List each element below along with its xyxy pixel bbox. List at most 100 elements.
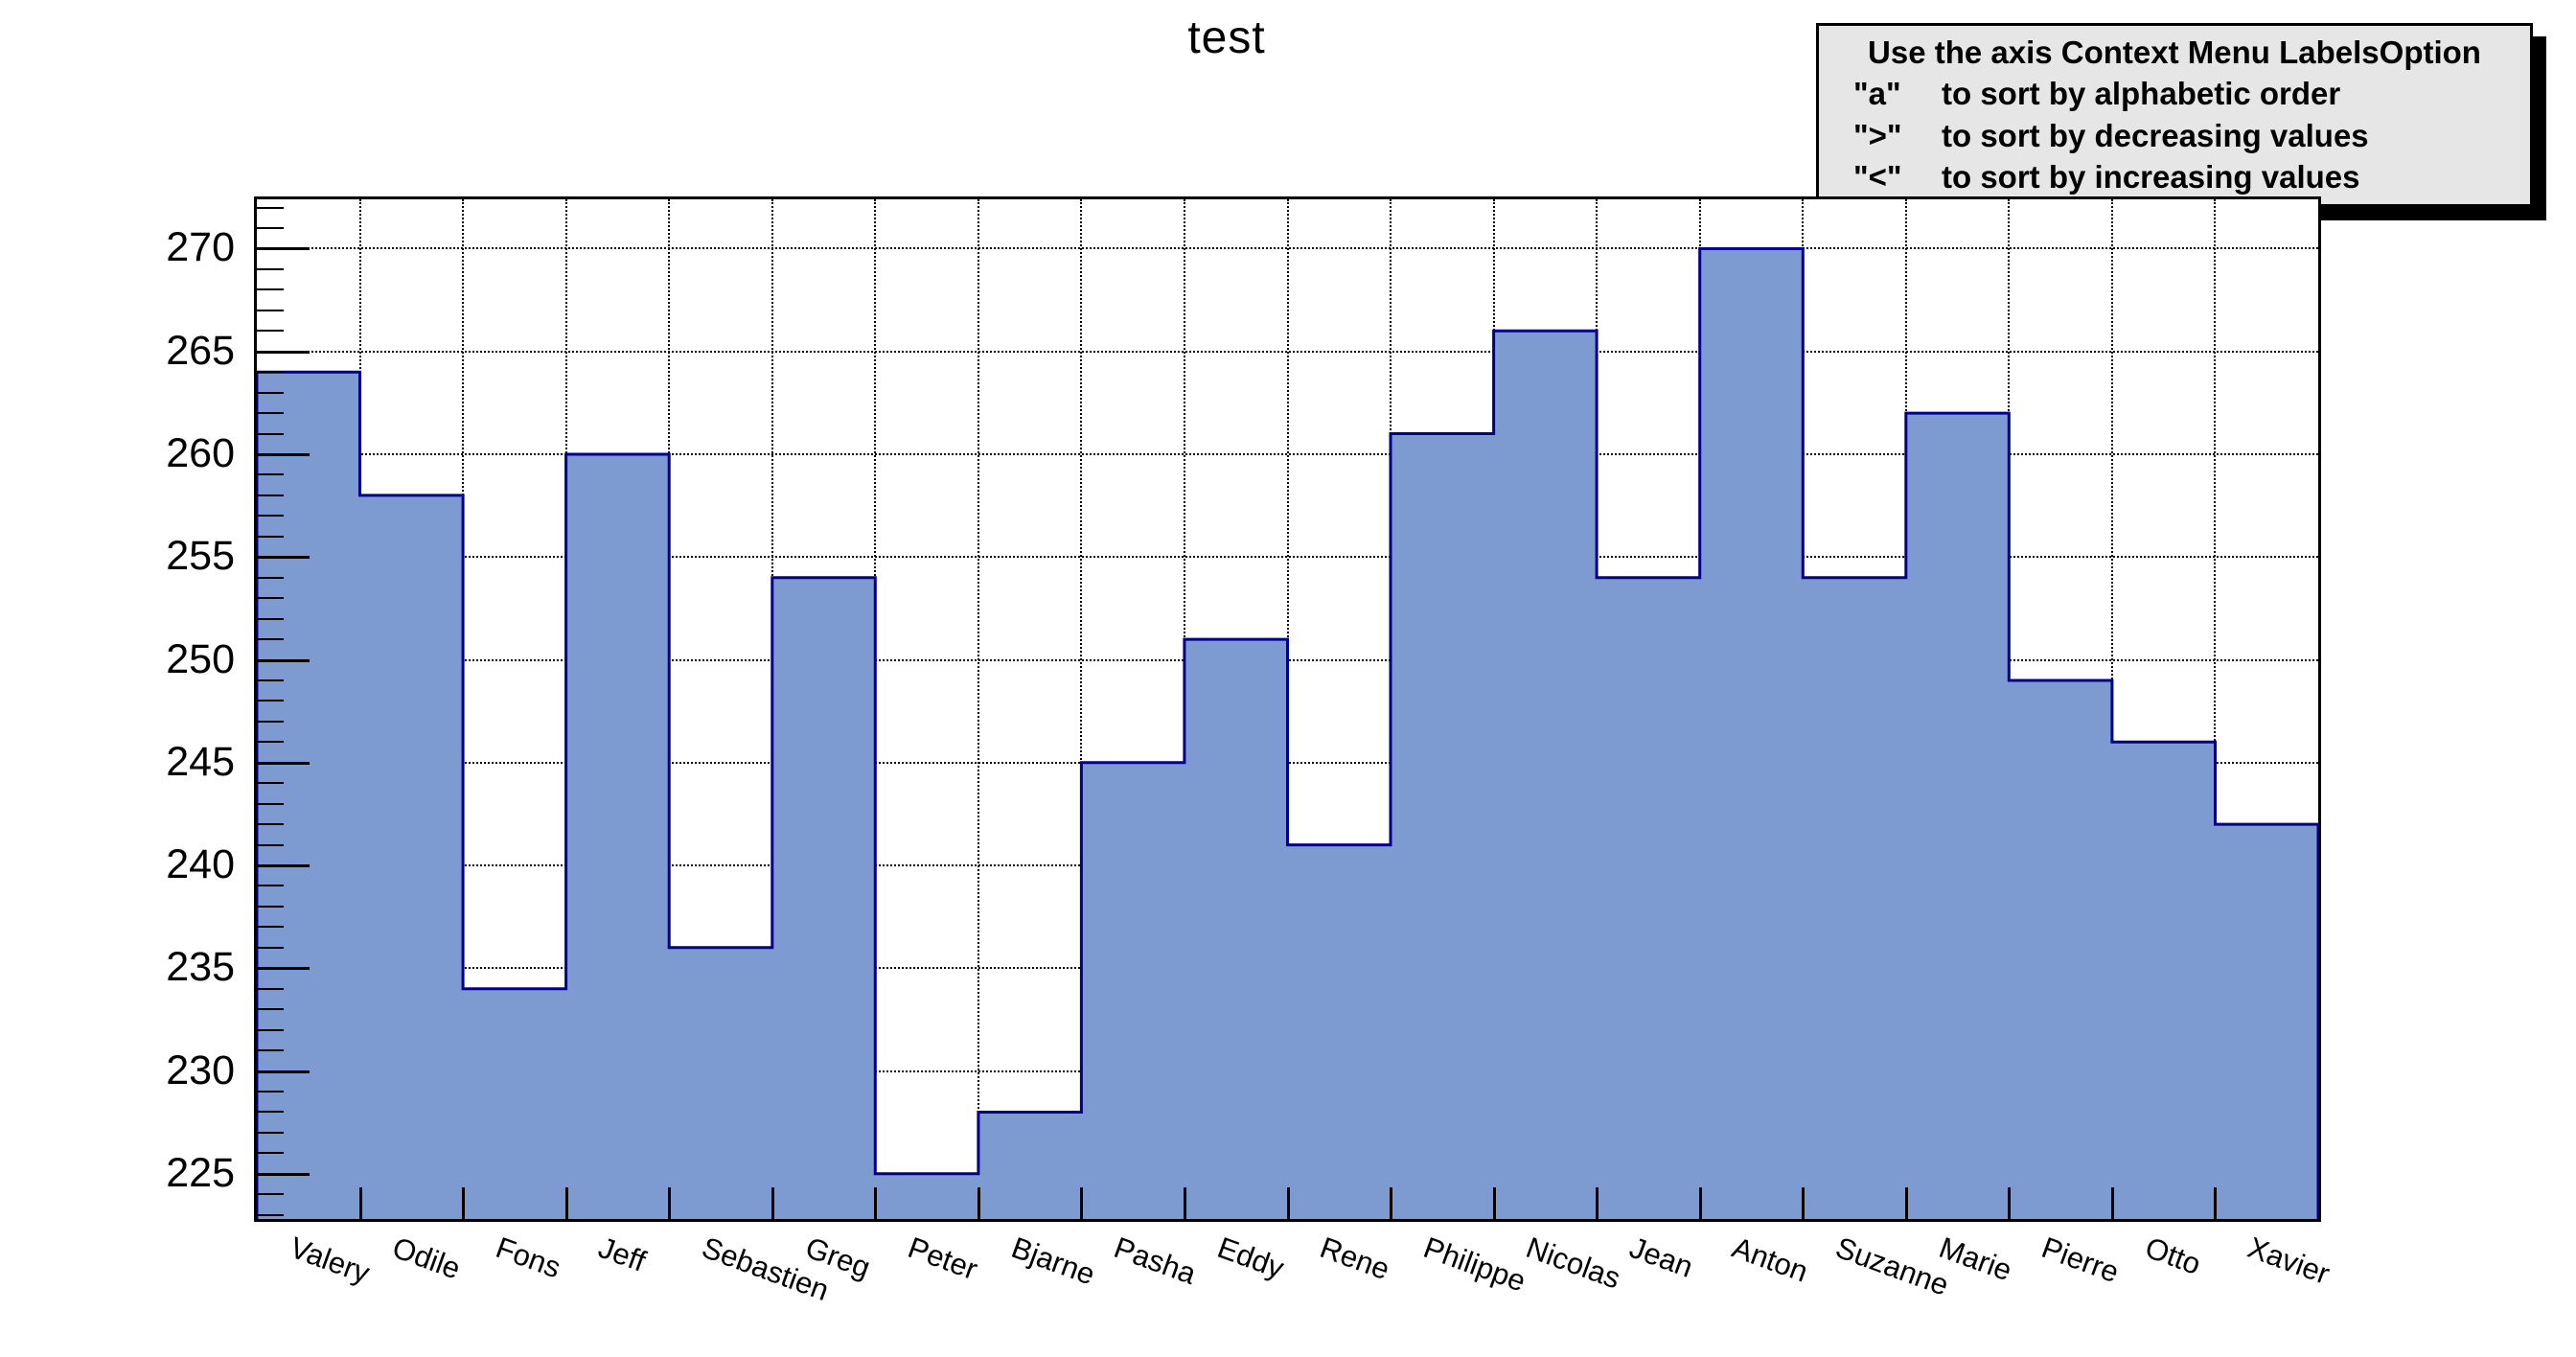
x-axis-label[interactable]: Rene	[1316, 1230, 1394, 1287]
y-major-tick	[257, 1070, 310, 1073]
x-bin-tick	[2214, 1187, 2218, 1219]
y-minor-tick	[257, 391, 284, 394]
x-bin-tick	[977, 1187, 980, 1219]
x-bin-tick	[874, 1187, 878, 1219]
legend-item-text: to sort by decreasing values	[1942, 117, 2369, 153]
x-axis-label[interactable]: Bjarne	[1006, 1230, 1099, 1292]
x-bin-tick	[2008, 1187, 2012, 1219]
gridline-horizontal	[257, 453, 2318, 455]
y-minor-tick	[257, 782, 284, 785]
x-axis-label[interactable]: Jeff	[594, 1230, 651, 1278]
y-minor-tick	[257, 741, 284, 744]
x-axis-label[interactable]: Pasha	[1110, 1230, 1201, 1291]
y-minor-tick	[257, 206, 284, 209]
gridline-vertical	[977, 199, 979, 1219]
legend-item: "a" to sort by alphabetic order	[1828, 76, 2520, 112]
x-axis-label[interactable]: Peter	[904, 1230, 982, 1287]
histogram[interactable]	[257, 199, 2318, 1219]
plot-frame[interactable]	[254, 196, 2321, 1222]
y-minor-tick	[257, 1008, 284, 1011]
x-bin-tick	[462, 1187, 466, 1219]
histogram-outline	[257, 247, 2318, 1219]
x-bin-tick	[770, 1187, 774, 1219]
x-axis-label[interactable]: Odile	[388, 1230, 466, 1286]
y-axis-label[interactable]: 225	[166, 1149, 235, 1196]
y-minor-tick	[257, 597, 284, 600]
y-minor-tick	[257, 617, 284, 620]
x-axis-label[interactable]: Valery	[285, 1230, 375, 1291]
legend-item: "<" to sort by increasing values	[1828, 159, 2520, 196]
x-axis-label[interactable]: Anton	[1728, 1230, 1813, 1289]
x-axis-label[interactable]: Otto	[2140, 1230, 2205, 1281]
x-bin-tick	[1286, 1187, 1290, 1219]
y-minor-tick	[257, 1049, 284, 1052]
y-minor-tick	[257, 885, 284, 887]
legend-title: Use the axis Context Menu LabelsOption	[1868, 34, 2481, 70]
y-minor-tick	[257, 1131, 284, 1134]
y-minor-tick	[257, 288, 284, 291]
y-major-tick	[257, 350, 310, 354]
y-major-tick	[257, 864, 310, 868]
x-bin-tick	[564, 1187, 568, 1219]
y-minor-tick	[257, 371, 284, 374]
x-axis-label[interactable]: Fons	[491, 1230, 565, 1285]
y-minor-tick	[257, 515, 284, 518]
y-minor-tick	[257, 700, 284, 702]
y-minor-tick	[257, 843, 284, 846]
y-axis-label[interactable]: 240	[166, 841, 235, 888]
y-axis-label[interactable]: 230	[166, 1046, 235, 1093]
legend-box[interactable]: Use the axis Context Menu LabelsOption "…	[1816, 23, 2533, 207]
y-major-tick	[257, 658, 310, 662]
x-bin-tick	[1183, 1187, 1186, 1219]
y-axis-label[interactable]: 270	[166, 224, 235, 271]
y-major-tick	[257, 453, 310, 456]
x-axis-label[interactable]: Suzanne	[1831, 1230, 1954, 1302]
y-minor-tick	[257, 1111, 284, 1114]
y-axis-label[interactable]: 265	[166, 327, 235, 374]
y-minor-tick	[257, 1213, 284, 1216]
x-axis-label[interactable]: Philippe	[1418, 1230, 1530, 1299]
x-bin-tick	[1802, 1187, 1806, 1219]
y-major-tick	[257, 556, 310, 560]
y-minor-tick	[257, 535, 284, 538]
legend-item-text: to sort by increasing values	[1942, 159, 2360, 196]
y-axis-label[interactable]: 255	[166, 533, 235, 580]
x-bin-tick	[1492, 1187, 1496, 1219]
y-axis-label[interactable]: 245	[166, 738, 235, 785]
x-bin-tick	[1904, 1187, 1908, 1219]
gridline-horizontal	[257, 350, 2318, 353]
y-minor-tick	[257, 946, 284, 949]
gridline-horizontal	[257, 247, 2318, 250]
x-bin-tick	[1698, 1187, 1702, 1219]
y-major-tick	[257, 761, 310, 765]
y-axis-label[interactable]: 260	[166, 430, 235, 476]
x-axis-label[interactable]: Pierre	[2037, 1230, 2124, 1290]
y-minor-tick	[257, 473, 284, 476]
y-minor-tick	[257, 678, 284, 681]
legend-item-key: "a"	[1853, 76, 1901, 112]
y-axis-label[interactable]: 235	[166, 944, 235, 991]
y-major-tick	[257, 1172, 310, 1176]
y-minor-tick	[257, 1091, 284, 1092]
x-bin-tick	[1080, 1187, 1084, 1219]
x-axis-label[interactable]: Nicolas	[1522, 1230, 1625, 1296]
gridline-vertical	[1080, 199, 1083, 1219]
x-bin-tick	[2110, 1187, 2114, 1219]
x-axis-label[interactable]: Xavier	[2243, 1230, 2334, 1291]
x-bin-tick	[1390, 1187, 1393, 1219]
y-minor-tick	[257, 987, 284, 990]
y-axis-label[interactable]: 250	[166, 635, 235, 682]
plot-area[interactable]	[257, 199, 2318, 1219]
y-minor-tick	[257, 926, 284, 929]
legend-item-text: to sort by alphabetic order	[1942, 76, 2341, 112]
legend-item-key: "<"	[1853, 159, 1902, 196]
y-minor-tick	[257, 905, 284, 908]
x-axis-label[interactable]: Eddy	[1212, 1230, 1289, 1286]
y-minor-tick	[257, 227, 284, 230]
y-major-tick	[257, 247, 310, 251]
y-minor-tick	[257, 823, 284, 826]
y-minor-tick	[257, 720, 284, 723]
x-axis-label[interactable]: Jean	[1624, 1230, 1698, 1284]
y-major-tick	[257, 967, 310, 971]
